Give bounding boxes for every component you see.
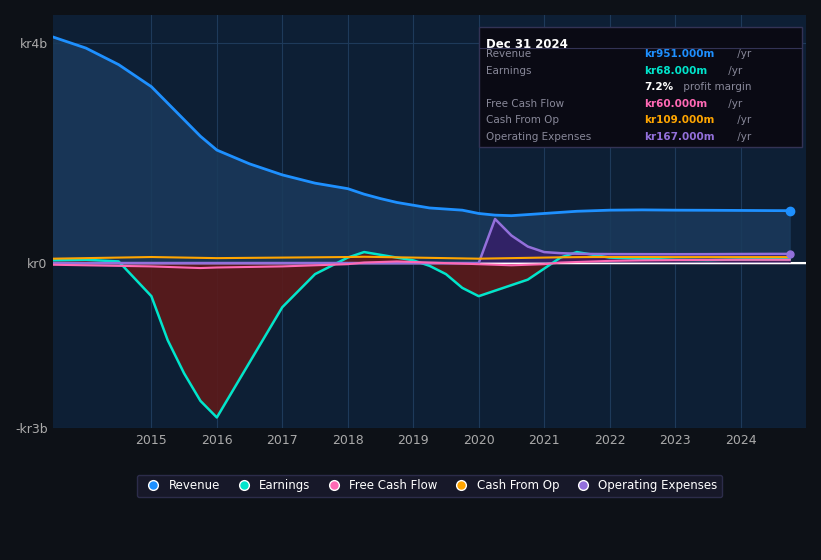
Text: /yr: /yr — [735, 49, 752, 59]
Text: /yr: /yr — [735, 115, 752, 125]
Text: /yr: /yr — [735, 132, 752, 142]
Text: kr167.000m: kr167.000m — [644, 132, 715, 142]
Text: /yr: /yr — [726, 66, 743, 76]
Text: Earnings: Earnings — [486, 66, 531, 76]
Text: /yr: /yr — [726, 99, 743, 109]
Text: Revenue: Revenue — [486, 49, 531, 59]
Text: 7.2%: 7.2% — [644, 82, 673, 92]
Text: kr60.000m: kr60.000m — [644, 99, 708, 109]
Text: Cash From Op: Cash From Op — [486, 115, 559, 125]
Text: Free Cash Flow: Free Cash Flow — [486, 99, 564, 109]
Text: profit margin: profit margin — [681, 82, 752, 92]
Text: kr951.000m: kr951.000m — [644, 49, 714, 59]
Text: Operating Expenses: Operating Expenses — [486, 132, 591, 142]
Text: Dec 31 2024: Dec 31 2024 — [486, 38, 568, 51]
Text: kr109.000m: kr109.000m — [644, 115, 714, 125]
FancyBboxPatch shape — [479, 27, 802, 147]
Legend: Revenue, Earnings, Free Cash Flow, Cash From Op, Operating Expenses: Revenue, Earnings, Free Cash Flow, Cash … — [137, 474, 722, 497]
Text: kr68.000m: kr68.000m — [644, 66, 708, 76]
